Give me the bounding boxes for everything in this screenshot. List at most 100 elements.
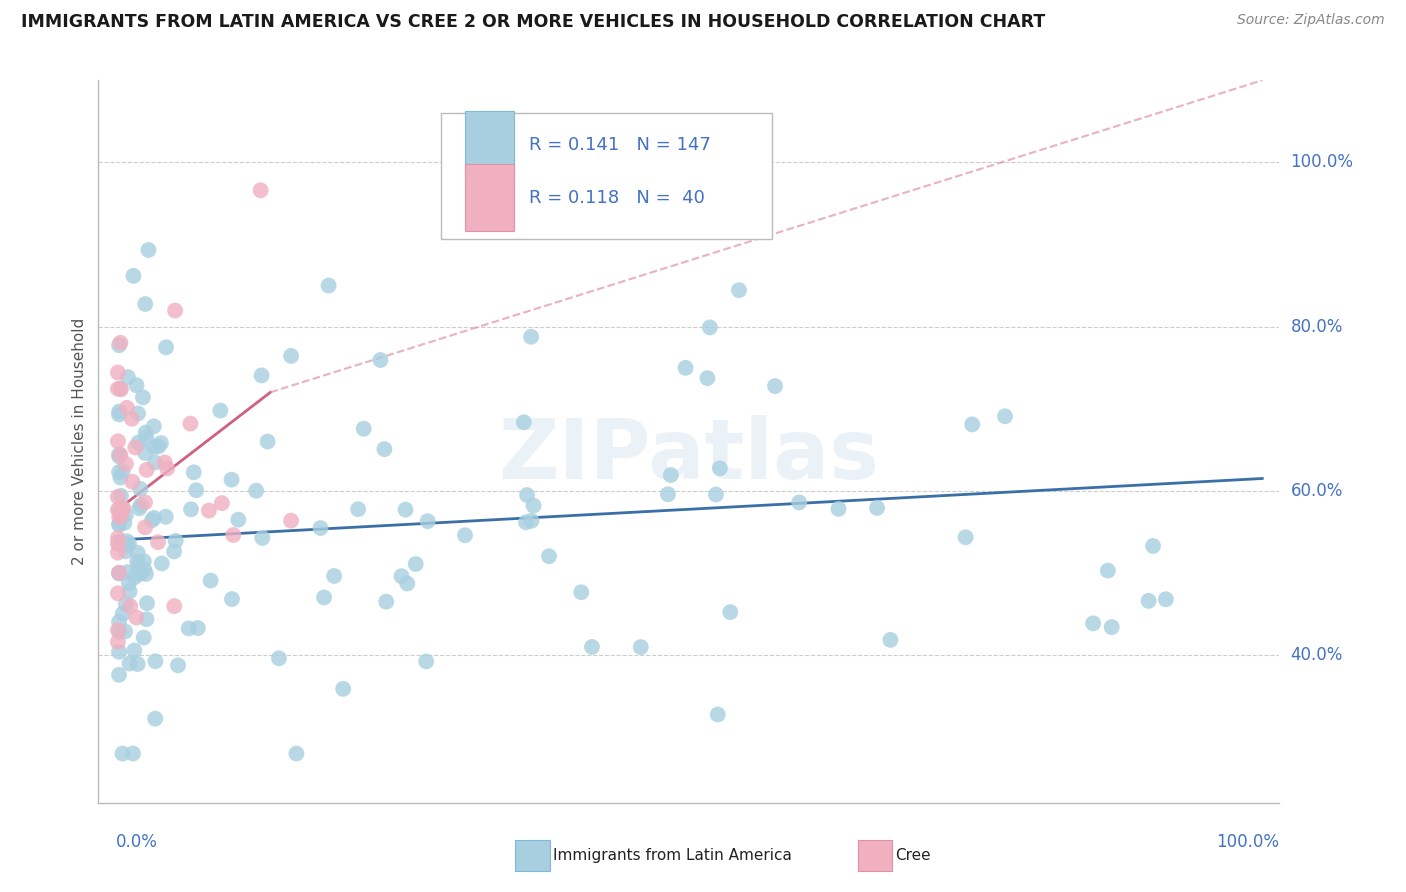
Point: [150, 557, 173, 571]
Point: [200, 574, 222, 588]
Point: [121, 475, 143, 489]
Point: [108, 566, 131, 580]
Point: [127, 435, 149, 450]
Point: [228, 513, 250, 527]
Point: [347, 502, 370, 516]
Point: [155, 509, 177, 524]
Point: [267, 651, 290, 665]
Y-axis label: 2 or more Vehicles in Household: 2 or more Vehicles in Household: [72, 318, 87, 566]
Point: [787, 495, 810, 509]
Text: IMMIGRANTS FROM LATIN AMERICA VS CREE 2 OR MORE VEHICLES IN HOUSEHOLD CORRELATIO: IMMIGRANTS FROM LATIN AMERICA VS CREE 2 …: [21, 13, 1045, 31]
Point: [222, 528, 245, 542]
Point: [107, 490, 129, 504]
Point: [108, 448, 131, 462]
Point: [373, 442, 395, 457]
Point: [827, 501, 849, 516]
Point: [108, 404, 131, 418]
Point: [108, 465, 131, 479]
Text: 80.0%: 80.0%: [1291, 318, 1343, 335]
FancyBboxPatch shape: [516, 839, 550, 871]
Point: [309, 521, 332, 535]
Point: [516, 488, 538, 502]
Point: [1101, 620, 1123, 634]
Point: [124, 441, 146, 455]
Point: [143, 455, 166, 469]
Point: [165, 303, 187, 318]
Point: [108, 615, 131, 629]
Point: [323, 569, 346, 583]
Point: [117, 370, 139, 384]
Point: [696, 371, 718, 385]
Point: [107, 537, 129, 551]
Point: [146, 535, 169, 549]
Point: [107, 531, 129, 545]
Point: [537, 549, 560, 564]
Point: [187, 621, 209, 635]
Point: [143, 511, 166, 525]
Point: [148, 440, 170, 454]
Point: [114, 508, 136, 522]
Point: [118, 537, 141, 551]
Point: [124, 570, 146, 584]
Point: [114, 544, 136, 558]
Text: R = 0.141   N = 147: R = 0.141 N = 147: [530, 136, 711, 154]
Point: [127, 407, 149, 421]
Point: [115, 457, 138, 471]
Point: [108, 503, 131, 517]
Point: [209, 403, 232, 417]
Point: [135, 612, 157, 626]
Point: [127, 558, 149, 573]
Point: [122, 268, 145, 283]
Point: [122, 747, 145, 761]
Point: [111, 501, 134, 516]
Point: [314, 591, 336, 605]
Point: [115, 598, 138, 612]
Point: [134, 562, 156, 576]
FancyBboxPatch shape: [858, 839, 891, 871]
Point: [108, 510, 131, 524]
Point: [111, 607, 134, 621]
Point: [156, 461, 179, 475]
Point: [110, 470, 132, 484]
Point: [391, 569, 413, 583]
Point: [108, 645, 131, 659]
Point: [142, 419, 165, 434]
Point: [198, 503, 221, 517]
Point: [135, 431, 157, 445]
Point: [177, 622, 200, 636]
Point: [115, 539, 138, 553]
Text: Immigrants from Latin America: Immigrants from Latin America: [553, 848, 792, 863]
Point: [107, 546, 129, 560]
Point: [129, 566, 152, 581]
Point: [250, 368, 273, 383]
Text: 60.0%: 60.0%: [1291, 482, 1343, 500]
Text: 0.0%: 0.0%: [115, 833, 157, 851]
Point: [256, 434, 278, 449]
FancyBboxPatch shape: [464, 111, 515, 178]
Point: [118, 576, 141, 591]
Point: [108, 534, 131, 549]
Text: Source: ZipAtlas.com: Source: ZipAtlas.com: [1237, 13, 1385, 28]
Point: [110, 508, 132, 522]
Point: [245, 483, 267, 498]
Point: [370, 353, 392, 368]
Point: [107, 366, 129, 380]
Point: [110, 489, 132, 503]
Point: [134, 495, 156, 509]
Point: [211, 496, 233, 510]
Point: [112, 501, 135, 516]
Point: [138, 243, 160, 257]
Point: [706, 707, 728, 722]
Point: [111, 465, 134, 479]
Point: [129, 498, 152, 512]
Point: [183, 465, 205, 479]
Point: [285, 747, 308, 761]
Point: [375, 595, 398, 609]
Point: [108, 624, 131, 639]
Point: [657, 487, 679, 501]
Point: [110, 382, 132, 396]
Point: [955, 530, 977, 544]
Point: [108, 667, 131, 681]
Point: [108, 517, 131, 532]
Point: [149, 436, 172, 450]
